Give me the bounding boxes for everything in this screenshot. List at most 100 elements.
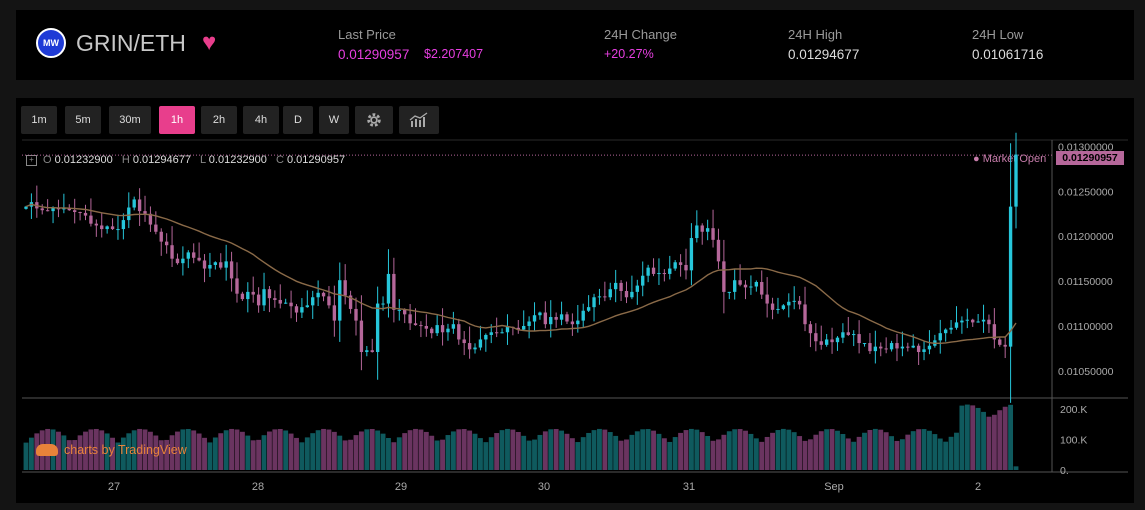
candle-body — [895, 343, 899, 349]
candle-body — [137, 199, 142, 212]
volume-bar — [391, 442, 397, 470]
candle-body — [116, 229, 120, 231]
volume-bar — [294, 437, 299, 470]
volume-bar — [602, 429, 608, 470]
candle-body — [62, 208, 66, 210]
low-label-ohlc: L — [200, 154, 206, 166]
heart-icon[interactable]: ♥ — [202, 29, 217, 56]
volume-bar — [764, 436, 770, 470]
volume-bar — [640, 429, 646, 470]
interval-5m-button[interactable]: 5m — [65, 106, 101, 134]
volume-bar — [104, 433, 110, 470]
interval-d-button[interactable]: D — [283, 106, 313, 134]
interval-30m-button[interactable]: 30m — [109, 106, 151, 134]
volume-bar — [288, 433, 294, 470]
x-tick-label: 28 — [252, 481, 264, 493]
candle-body — [927, 345, 932, 350]
gear-icon[interactable] — [355, 106, 393, 134]
candle-body — [197, 257, 201, 261]
volume-bar — [818, 431, 824, 470]
interval-4h-button[interactable]: 4h — [243, 106, 279, 134]
candle-body — [73, 210, 77, 213]
volume-bar — [597, 428, 602, 470]
candle-body — [841, 332, 845, 338]
volume-bar — [613, 435, 619, 470]
candle-body — [219, 262, 223, 268]
volume-bar — [775, 430, 781, 470]
candle-body — [668, 268, 672, 274]
volume-bar — [770, 432, 775, 470]
candle-body — [208, 264, 212, 269]
candle-body — [338, 280, 342, 321]
candle-body — [760, 282, 764, 295]
volume-bar — [93, 428, 99, 470]
x-tick-label: Sep — [824, 481, 844, 493]
interval-w-button[interactable]: W — [319, 106, 349, 134]
candle-body — [386, 273, 391, 304]
volume-bar — [927, 430, 932, 470]
volume-tick-label: 200.K — [1060, 404, 1087, 416]
volume-bar — [429, 435, 435, 470]
volume-bar — [66, 440, 72, 470]
current-price-tag: 0.01290957 — [1056, 151, 1124, 165]
candle-body — [938, 333, 942, 341]
volume-bar — [180, 429, 186, 470]
candle-body — [965, 319, 969, 321]
candle-body — [797, 300, 802, 305]
chart-bars-icon[interactable] — [399, 106, 439, 134]
candle-body — [808, 324, 813, 334]
candle-body — [651, 267, 656, 274]
volume-bar — [77, 435, 83, 470]
open-value: 0.01232900 — [54, 154, 113, 166]
candle-body — [500, 332, 504, 334]
volume-bar — [261, 435, 267, 470]
volume-bar — [845, 438, 851, 470]
pair-title: GRIN/ETH — [76, 30, 186, 56]
volume-bar — [894, 440, 900, 470]
interval-1h-button[interactable]: 1h — [159, 106, 195, 134]
volume-bar — [483, 442, 489, 470]
candle-body — [132, 199, 136, 208]
candle-body — [549, 317, 553, 325]
candle-body — [727, 291, 731, 293]
candle-body — [100, 225, 104, 230]
volume-bar — [1013, 466, 1019, 470]
volume-bar — [380, 433, 386, 470]
volume-bar — [413, 428, 418, 470]
last-price-eth: 0.01290957 — [338, 47, 410, 62]
candle-body — [164, 241, 169, 246]
tradingview-branding[interactable]: charts by TradingView — [36, 443, 187, 457]
interval-1m-button[interactable]: 1m — [21, 106, 57, 134]
candle-body — [819, 341, 823, 345]
volume-tick-label: 100.K — [1060, 435, 1087, 447]
candle-body — [273, 298, 277, 300]
candle-body — [835, 337, 840, 343]
volume-bar — [239, 431, 245, 470]
volume-bar — [872, 428, 878, 470]
y-tick-label: 0.01200000 — [1058, 231, 1114, 243]
volume-bar — [196, 433, 202, 470]
candle-body — [300, 307, 304, 313]
candle-body — [857, 334, 861, 344]
candle-body — [949, 327, 953, 330]
candle-body — [467, 343, 472, 350]
candle-body — [224, 261, 228, 268]
volume-bar — [856, 436, 862, 470]
volume-bar — [467, 430, 473, 470]
candle-body — [635, 285, 639, 292]
candle-body — [538, 312, 542, 316]
candle-body — [192, 252, 196, 258]
volume-bar — [932, 434, 938, 470]
volume-bar — [910, 431, 916, 470]
candle-body — [749, 286, 753, 288]
volume-bar — [559, 430, 565, 470]
candle-body — [678, 262, 683, 265]
volume-bar — [137, 428, 143, 470]
volume-bar — [997, 410, 1003, 470]
volume-bar — [564, 433, 570, 470]
price-chart[interactable]: 0.01300000 0.01250000 0.01200000 0.01150000… — [16, 98, 1134, 503]
volume-bar — [835, 430, 840, 470]
interval-2h-button[interactable]: 2h — [201, 106, 237, 134]
candle-body — [619, 282, 623, 291]
volume-bar — [721, 434, 727, 470]
